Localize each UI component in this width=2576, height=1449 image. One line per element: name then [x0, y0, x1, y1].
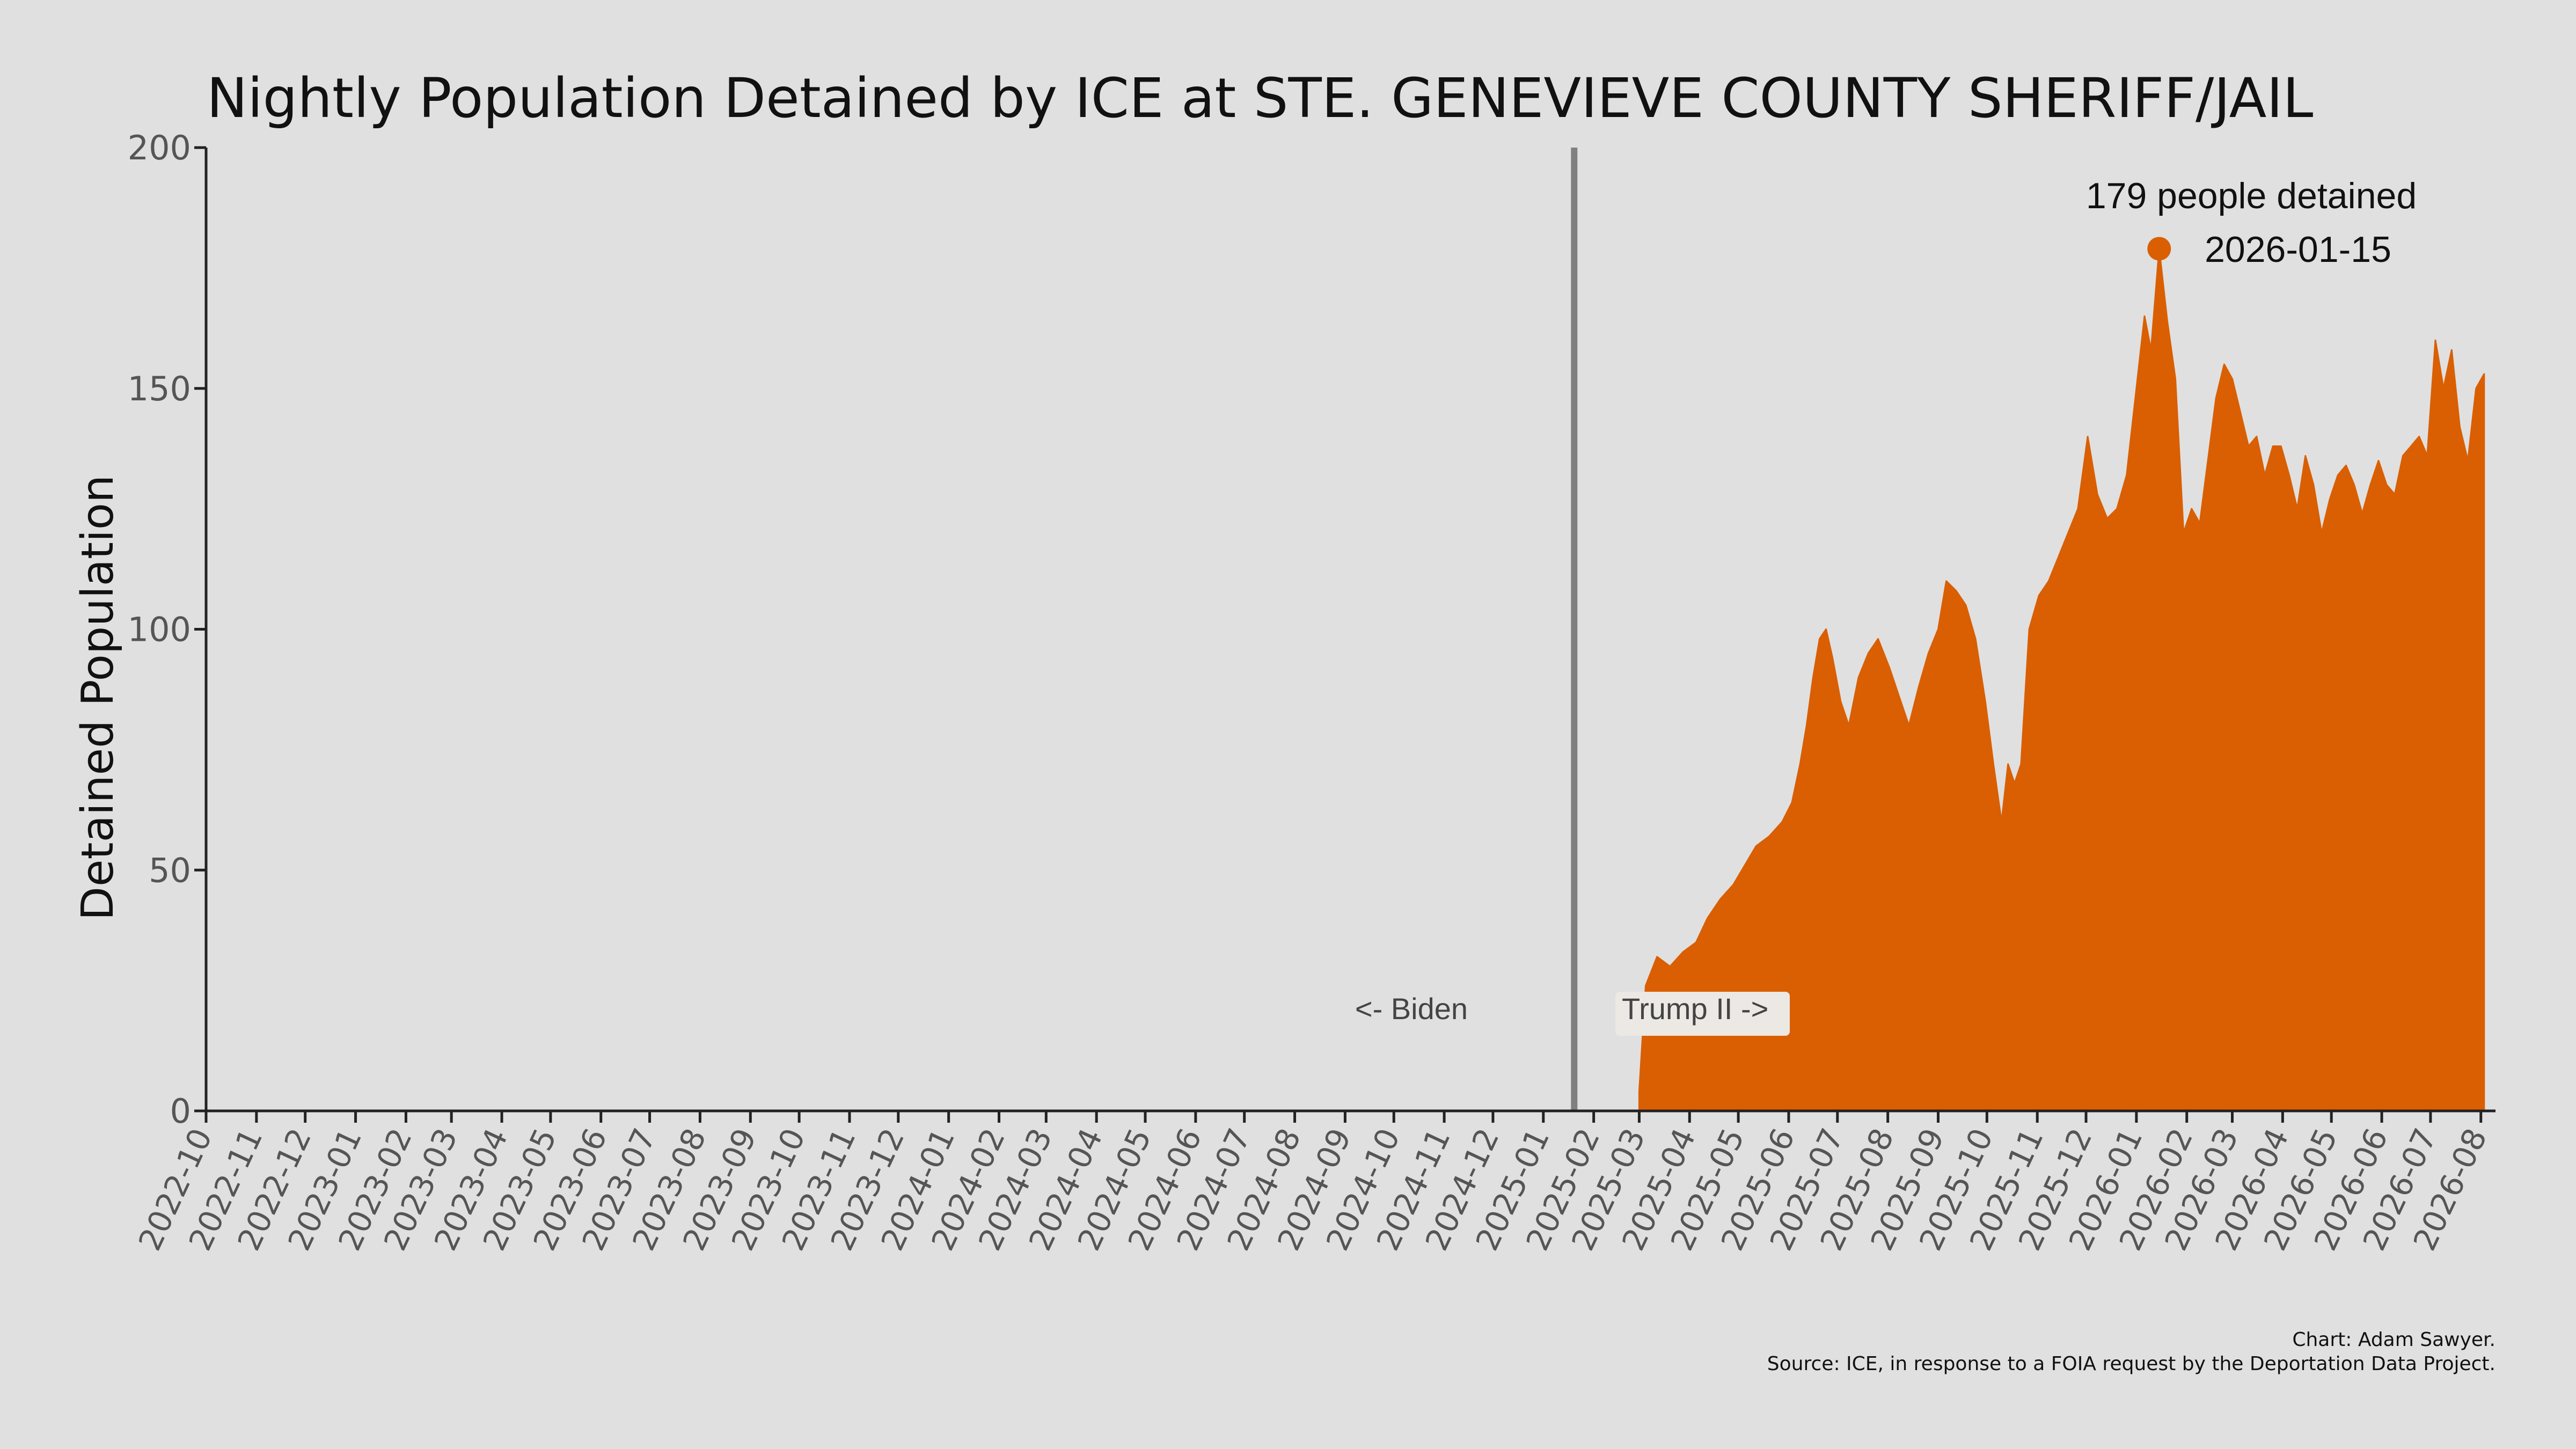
chart-credit: Chart: Adam Sawyer.: [2292, 1329, 2496, 1351]
trump-era-label: Trump II ->: [1622, 992, 1768, 1026]
y-axis-ticks: 0 50 100 150 200: [128, 128, 206, 1131]
peak-date-label: 2026-01-15: [2205, 229, 2391, 270]
y-tick-label: 150: [128, 369, 191, 408]
peak-annotation: 179 people detained 2026-01-15: [2086, 175, 2417, 270]
data-area-layer: [1638, 248, 2485, 1112]
peak-count-label: 179 people detained: [2086, 175, 2417, 216]
chart-source: Source: ICE, in response to a FOIA reque…: [1767, 1353, 2496, 1375]
chart-title: Nightly Population Detained by ICE at ST…: [207, 67, 2314, 130]
peak-marker: [2147, 237, 2171, 261]
y-tick-label: 0: [170, 1092, 191, 1131]
detained-population-area: [1638, 248, 2485, 1112]
y-tick-label: 100: [128, 610, 191, 649]
biden-era-label: <- Biden: [1355, 992, 1468, 1026]
y-tick-label: 50: [149, 851, 191, 890]
y-tick-label: 200: [128, 128, 191, 167]
trump-era-label-box: [1615, 992, 1790, 1036]
y-axis-label: Detained Population: [72, 475, 123, 920]
